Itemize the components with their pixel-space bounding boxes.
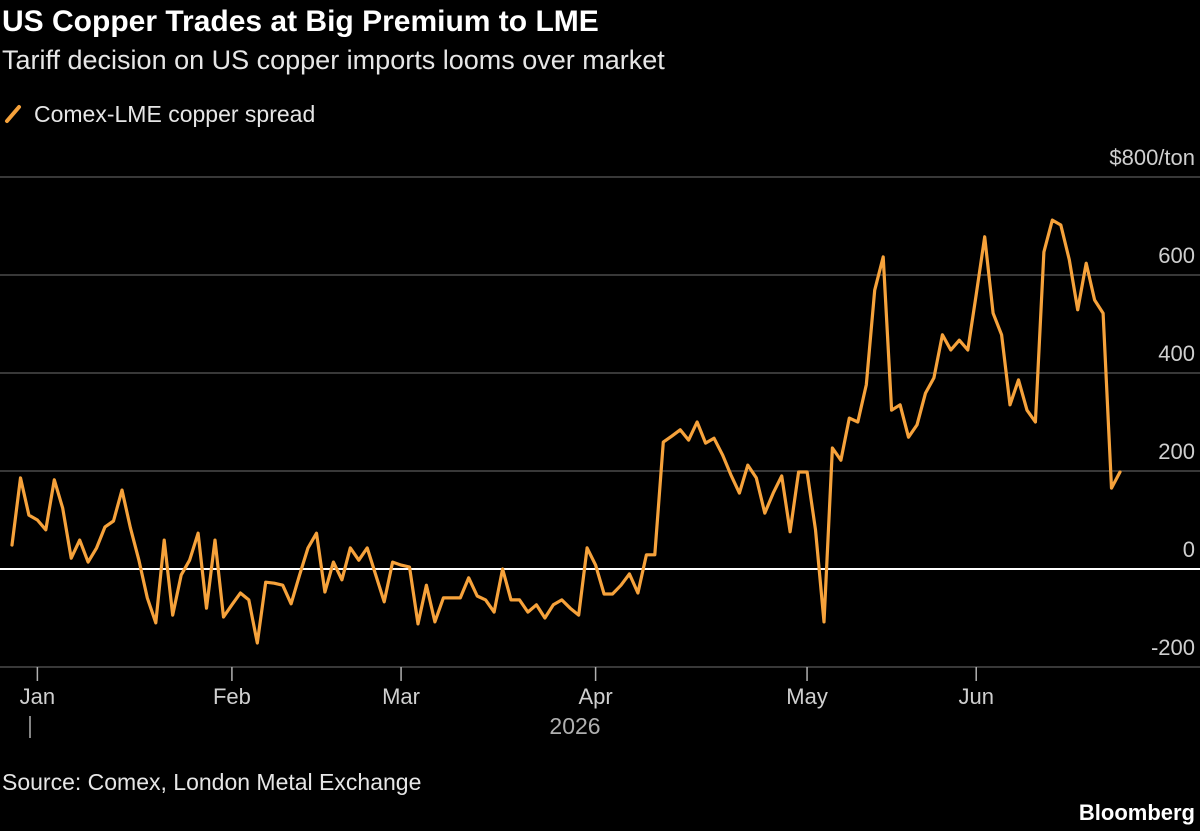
y-tick-label: -200	[1151, 635, 1195, 660]
chart-title: US Copper Trades at Big Premium to LME	[2, 5, 599, 38]
legend-swatch	[5, 105, 21, 123]
source: Source: Comex, London Metal Exchange	[2, 769, 421, 795]
x-tick-label: Jun	[958, 684, 993, 709]
x-axis-label: 2026	[549, 713, 600, 739]
legend-label: Comex-LME copper spread	[34, 101, 315, 127]
y-tick-label: 200	[1158, 439, 1195, 464]
chart-subtitle: Tariff decision on US copper imports loo…	[2, 45, 665, 75]
x-tick-label: Mar	[382, 684, 420, 709]
x-tick-label: Jan	[20, 684, 55, 709]
y-tick-label: 600	[1158, 243, 1195, 268]
y-tick-label: 400	[1158, 341, 1195, 366]
y-tick-label: $800/ton	[1109, 145, 1195, 170]
x-tick-label: Apr	[578, 684, 612, 709]
line-series	[10, 218, 1122, 645]
credit: Bloomberg	[1079, 800, 1195, 825]
y-tick-label: 0	[1183, 537, 1195, 562]
x-tick-label: May	[786, 684, 828, 709]
x-tick-label: Feb	[213, 684, 251, 709]
